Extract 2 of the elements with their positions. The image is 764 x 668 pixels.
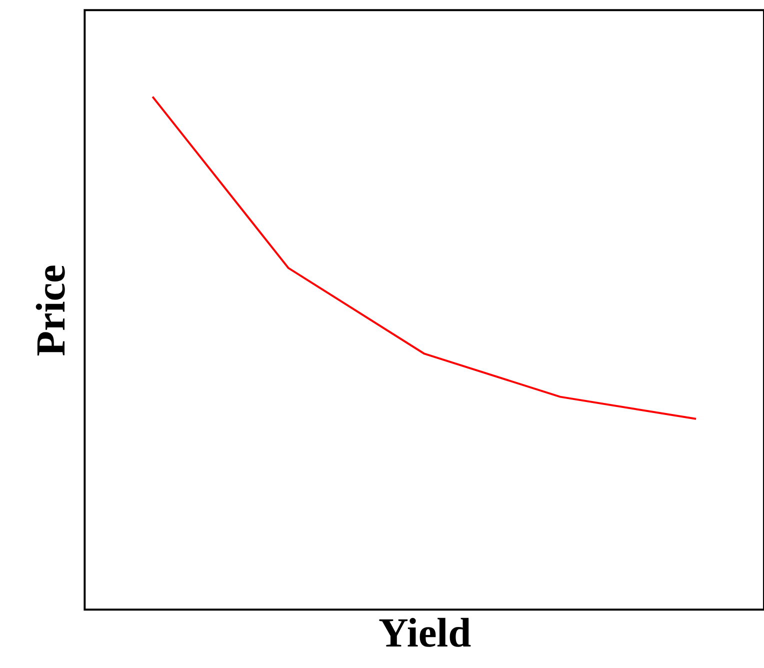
x-axis-title: Yield [378, 610, 472, 656]
y-axis-title: Price [27, 264, 74, 356]
